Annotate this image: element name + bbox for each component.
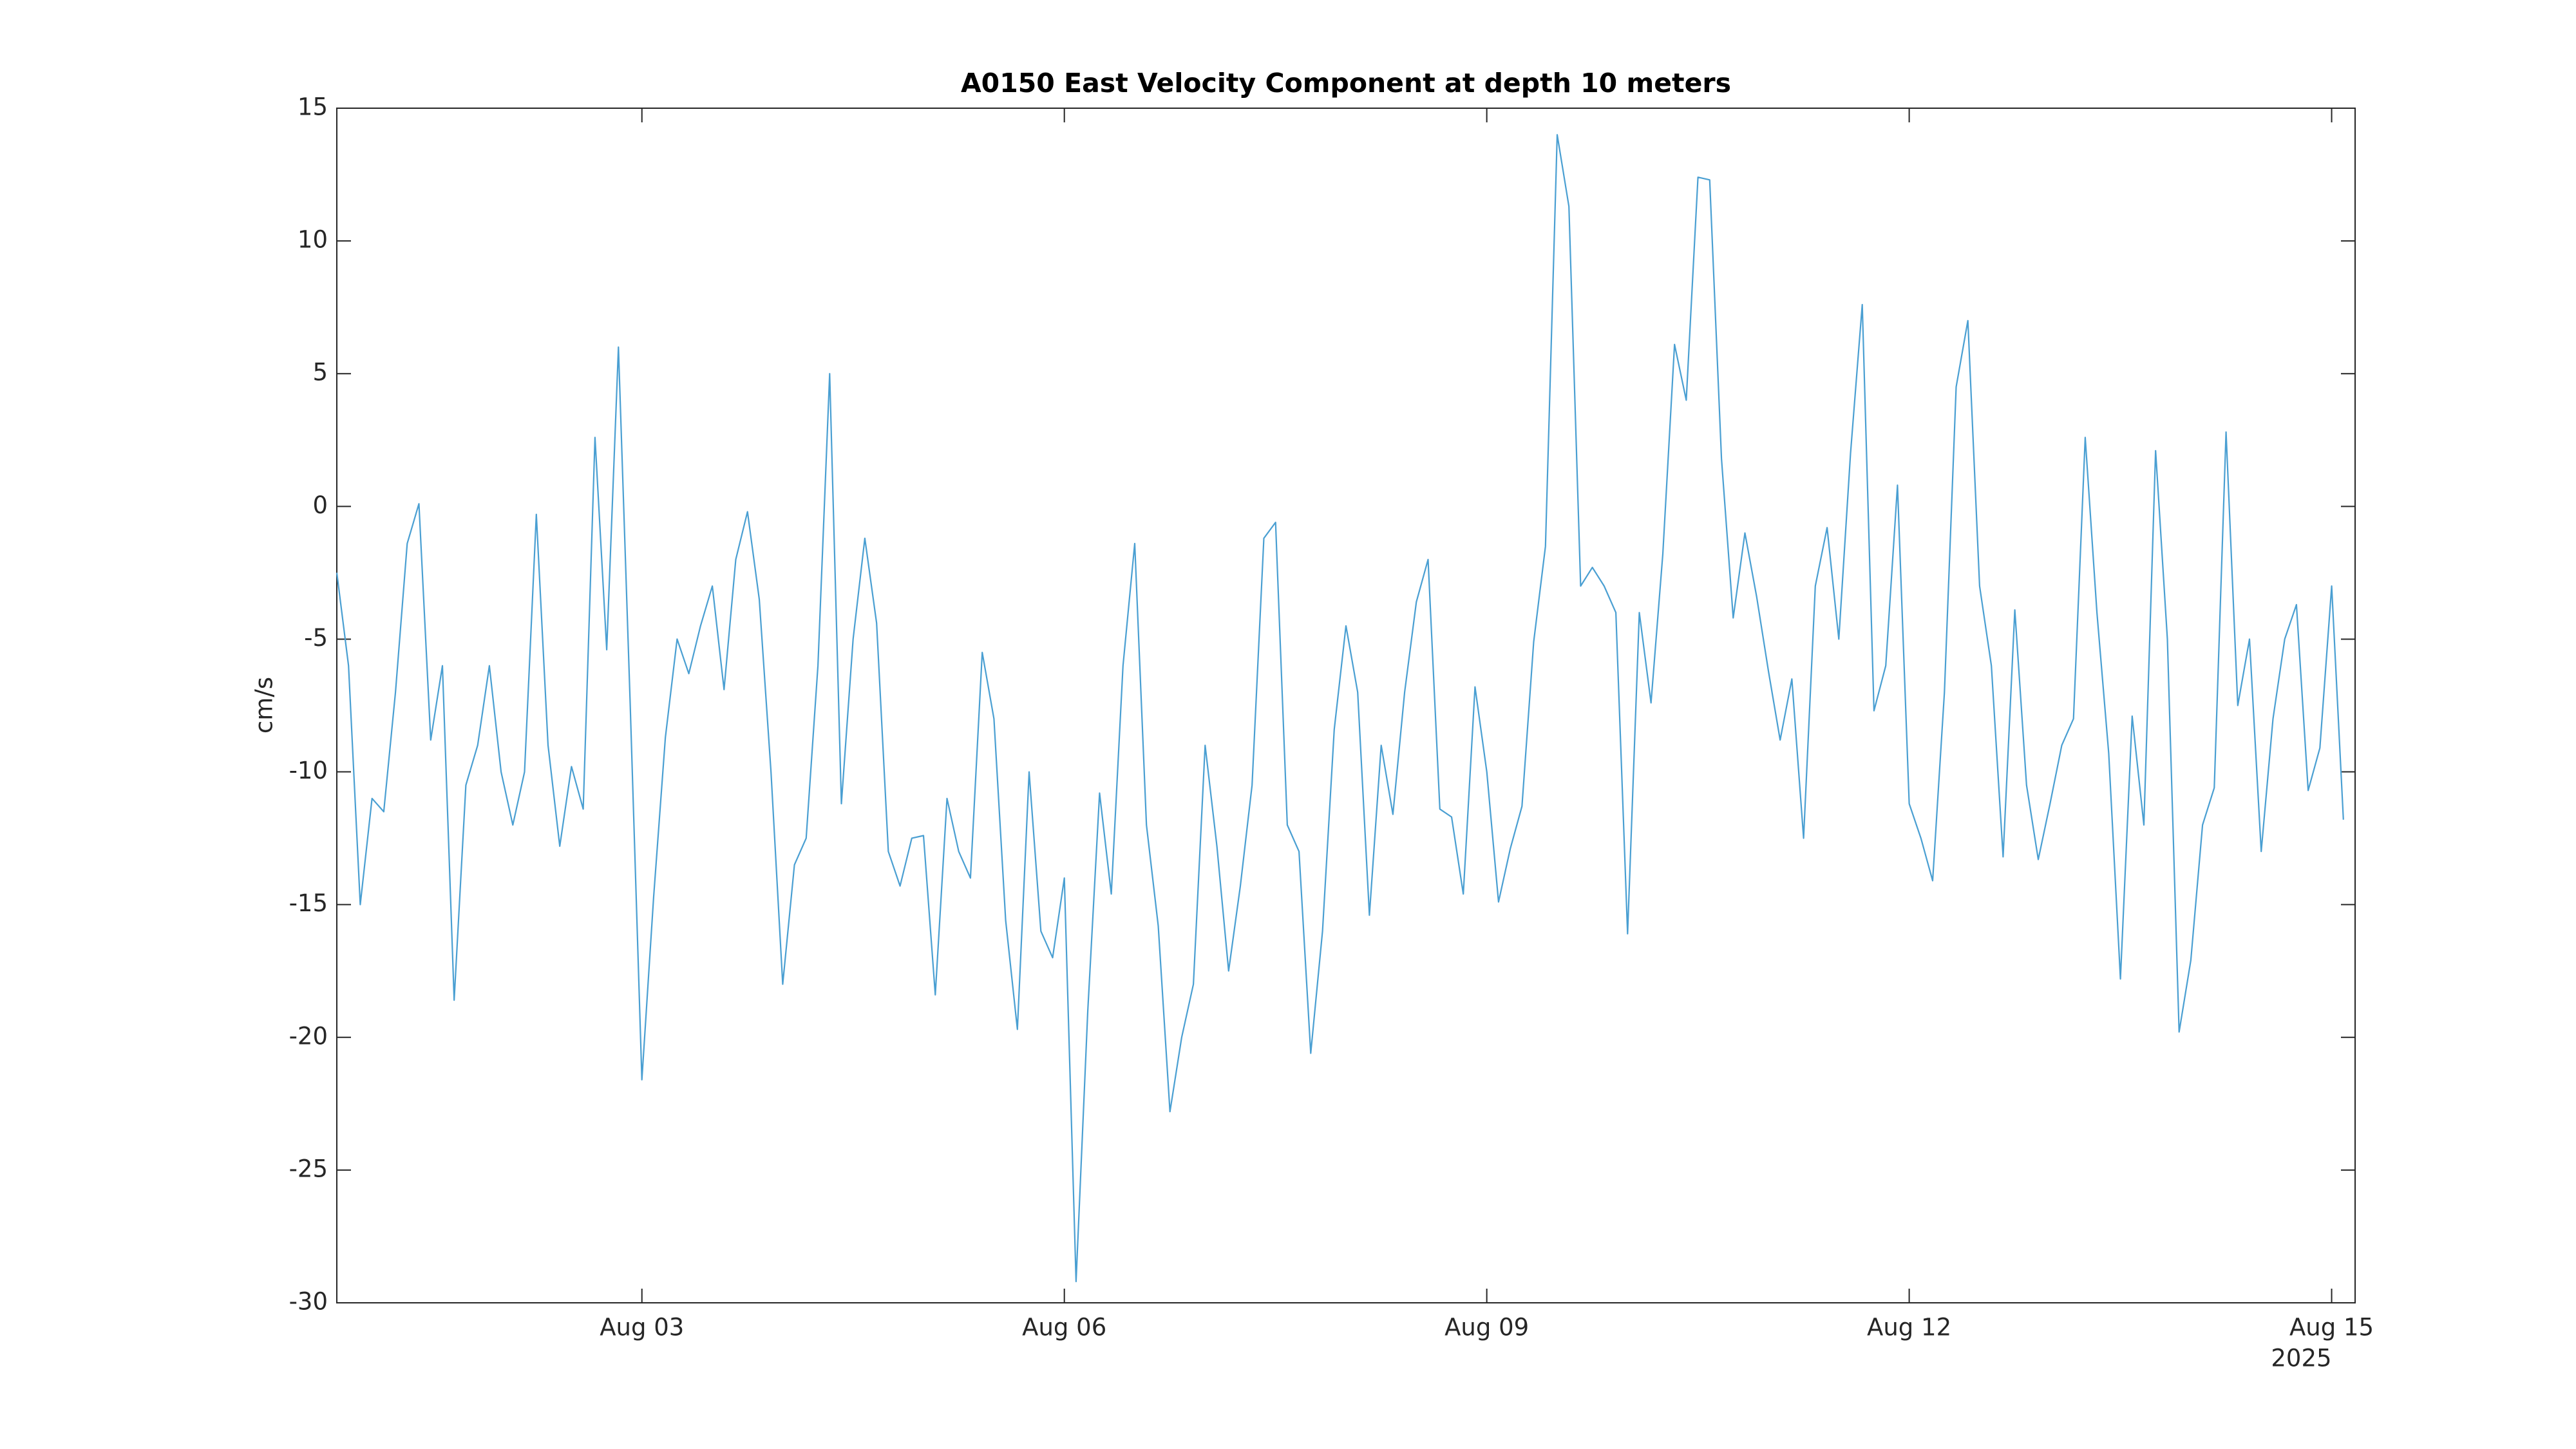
y-tick-label: 5	[312, 359, 328, 386]
y-tick-label: -10	[289, 757, 328, 784]
x-tick-label: Aug 12	[1867, 1314, 1951, 1341]
x-tick-label: Aug 09	[1444, 1314, 1529, 1341]
plot-frame	[336, 108, 2356, 1303]
chart-title: A0150 East Velocity Component at depth 1…	[961, 68, 1731, 99]
y-tick-label: -25	[289, 1155, 328, 1182]
x-year-label: 2025	[2271, 1345, 2331, 1372]
y-axis-label: cm/s	[251, 677, 278, 734]
y-tick-label: 15	[298, 93, 328, 121]
y-tick-label: -15	[289, 889, 328, 917]
y-tick-label: 10	[298, 226, 328, 254]
x-tick-label: Aug 03	[600, 1314, 684, 1341]
y-tick-label: -30	[289, 1288, 328, 1316]
y-tick-label: -5	[304, 624, 328, 652]
x-tick-label: Aug 15	[2289, 1314, 2374, 1341]
data-line	[336, 134, 2344, 1283]
x-tick-label: Aug 06	[1022, 1314, 1106, 1341]
y-tick-label: 0	[312, 491, 328, 519]
y-tick-label: -20	[289, 1022, 328, 1050]
